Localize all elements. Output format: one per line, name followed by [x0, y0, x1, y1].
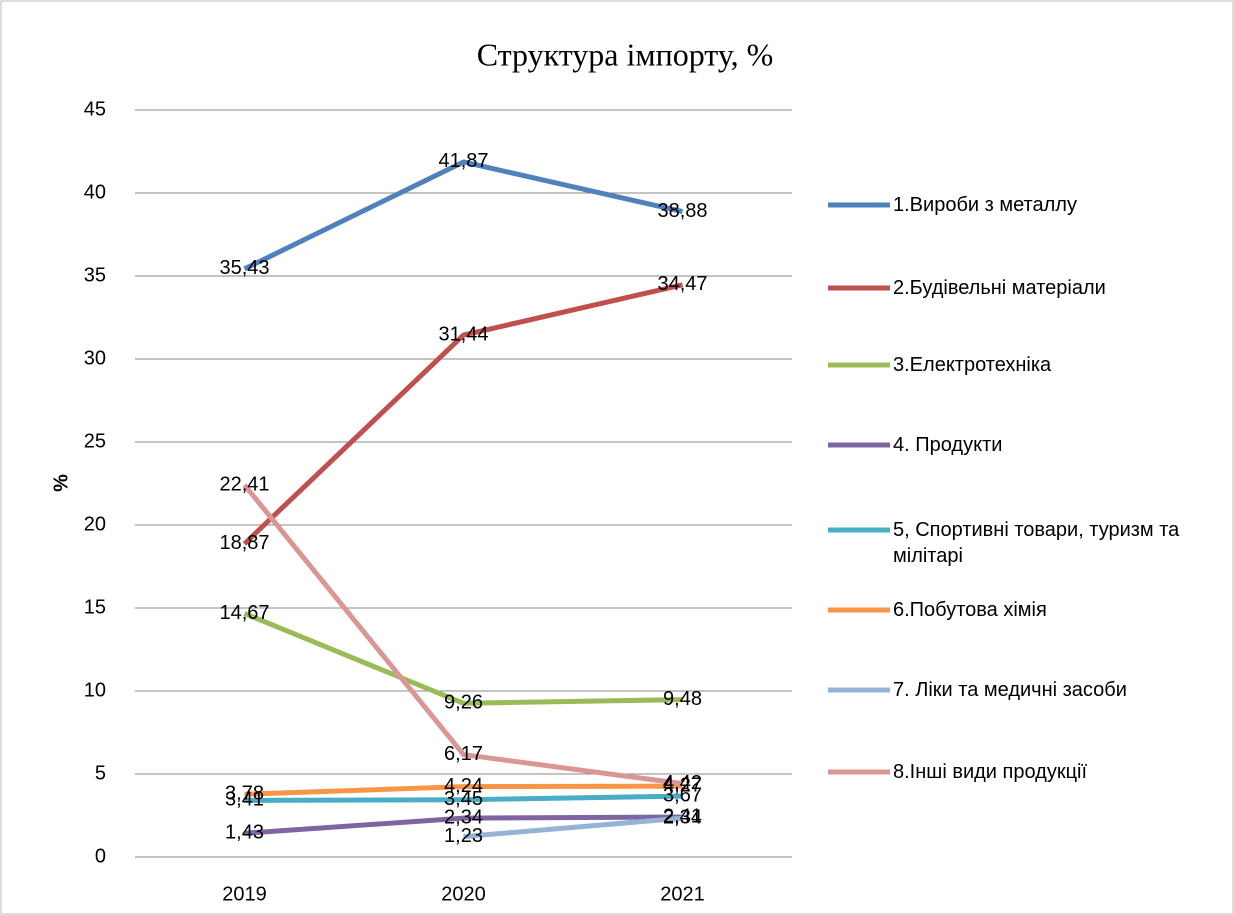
- data-label: 3,67: [663, 784, 702, 806]
- data-label: 4,42: [663, 772, 702, 794]
- y-tick-label: 15: [84, 596, 106, 618]
- y-tick-label: 10: [84, 679, 106, 701]
- series-line: [242, 282, 684, 546]
- data-label: 4,24: [444, 775, 483, 797]
- data-label: 3,41: [225, 789, 264, 811]
- data-label: 31,44: [438, 323, 488, 345]
- data-label: 9,26: [444, 692, 483, 714]
- legend-label: 5, Спортивні товари, туризм та мілітарі: [893, 519, 1180, 567]
- data-label: 34,47: [657, 273, 707, 295]
- y-tick-label: 25: [84, 430, 106, 452]
- series-line: [243, 611, 683, 706]
- legend-label: 1.Вироби з металлу: [893, 194, 1077, 216]
- data-label: 14,67: [219, 602, 269, 624]
- data-label: 41,87: [438, 150, 488, 172]
- data-label: 22,41: [219, 473, 269, 495]
- data-label: 2,41: [663, 805, 702, 827]
- data-label: 3,45: [444, 788, 483, 810]
- series-line: [463, 815, 683, 840]
- series-line: [243, 159, 684, 272]
- data-label: 4,27: [663, 774, 702, 796]
- series-line: [244, 783, 683, 797]
- data-label: 2,34: [444, 806, 483, 828]
- data-label: 38,88: [657, 200, 707, 222]
- data-label: 1,43: [225, 822, 264, 844]
- chart-title: Структура імпорту, %: [477, 36, 774, 72]
- y-axis-label: %: [50, 474, 72, 492]
- y-tick-label: 45: [84, 98, 106, 120]
- data-label: 18,87: [219, 532, 269, 554]
- legend-label: 3.Електротехніка: [893, 354, 1052, 376]
- y-tick-label: 35: [84, 264, 106, 286]
- y-tick-label: 40: [84, 181, 106, 203]
- series-line: [244, 814, 683, 836]
- y-tick-label: 5: [95, 762, 106, 784]
- series-line: [242, 483, 683, 787]
- legend-label: 8.Інші види продукції: [893, 761, 1088, 783]
- legend-label: 4. Продукти: [893, 434, 1003, 456]
- legend-label: 6.Побутова хімія: [893, 599, 1047, 621]
- y-tick-label: 20: [84, 513, 106, 535]
- data-label: 1,23: [444, 825, 483, 847]
- x-tick-label: 2019: [222, 883, 267, 905]
- data-label: 35,43: [219, 257, 269, 279]
- legend-label: 7. Ліки та медичні засоби: [893, 679, 1127, 701]
- data-label: 2,34: [663, 806, 702, 828]
- data-label: 9,48: [663, 688, 702, 710]
- series-line: [244, 793, 683, 803]
- x-tick-label: 2021: [660, 883, 705, 905]
- legend-label: 2.Будівельні матеріали: [893, 277, 1106, 299]
- data-label: 6,17: [444, 743, 483, 765]
- y-tick-label: 30: [84, 347, 106, 369]
- y-tick-label: 0: [95, 845, 106, 867]
- x-tick-label: 2020: [441, 883, 486, 905]
- data-label: 3,78: [225, 783, 264, 805]
